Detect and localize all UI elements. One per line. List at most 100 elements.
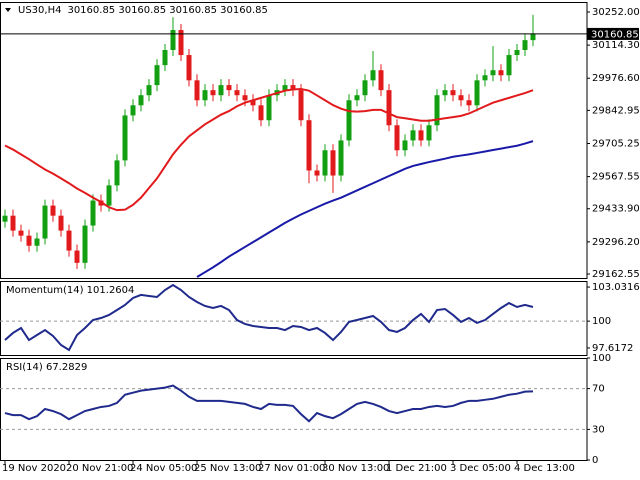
candle-body — [218, 85, 224, 96]
candle-body — [282, 85, 288, 91]
candle-body — [458, 95, 464, 101]
y-tick-label: 100 — [592, 353, 611, 364]
candle-body — [482, 75, 488, 81]
moving-average — [4, 87, 534, 212]
x-tick-label: 25 Nov 13:00 — [194, 463, 261, 474]
x-tick-label: 1 Dec 21:00 — [386, 463, 447, 474]
candle-body — [314, 170, 320, 176]
candle-body — [178, 30, 184, 56]
y-tick-label: 29162.55 — [592, 269, 640, 280]
candle-body — [498, 70, 504, 76]
candle-body — [18, 230, 24, 236]
panel-title: RSI(14) 67.2829 — [6, 362, 87, 373]
candle-body — [250, 100, 256, 106]
candle-body — [338, 140, 344, 176]
y-tick-label: 103.0316 — [592, 282, 640, 293]
indicator-line — [4, 283, 534, 352]
candle-body — [90, 200, 96, 226]
y-tick-label: 29842.95 — [592, 105, 640, 116]
candle-body — [530, 33, 536, 41]
candle-body — [138, 95, 144, 106]
x-tick-label: 27 Nov 01:00 — [258, 463, 325, 474]
candle-body — [506, 55, 512, 76]
candle-body — [386, 90, 392, 126]
candle-body — [106, 185, 112, 206]
candle-body — [2, 215, 8, 222]
candle-body — [418, 130, 424, 141]
y-tick-label: 29705.25 — [592, 138, 640, 149]
x-tick-label: 30 Nov 13:00 — [322, 463, 389, 474]
y-tick-label: 29567.55 — [592, 172, 640, 183]
candle-body — [354, 95, 360, 101]
y-tick-label: 97.6172 — [592, 343, 633, 354]
candle-body — [34, 238, 40, 246]
panel-frame — [0, 2, 588, 279]
candle-body — [226, 85, 232, 91]
candle-body — [514, 50, 520, 56]
candle-body — [234, 90, 240, 96]
candle-body — [394, 125, 400, 151]
candle-body — [450, 90, 456, 96]
candle-body — [346, 100, 352, 141]
candle-body — [322, 150, 328, 176]
candle-body — [50, 205, 56, 216]
x-tick-label: 4 Dec 13:00 — [514, 463, 575, 474]
y-tick-label: 100 — [592, 316, 611, 327]
y-tick-label: 30114.30 — [592, 40, 640, 51]
candle-body — [66, 230, 72, 251]
candle-body — [410, 130, 416, 141]
candle-body — [170, 30, 176, 50]
candle-body — [330, 150, 336, 176]
current-price-box — [587, 27, 639, 40]
chart-subtitle: 30160.85 30160.85 30160.85 30160.85 — [67, 5, 267, 16]
candle-body — [298, 90, 304, 121]
panel-title: Momentum(14) 101.2604 — [6, 285, 134, 296]
x-tick-label: 24 Nov 05:00 — [130, 463, 197, 474]
candle-body — [154, 65, 160, 86]
candle-body — [258, 105, 264, 121]
candle-body — [474, 80, 480, 106]
candle-body — [370, 70, 376, 81]
candle-body — [402, 140, 408, 151]
y-tick-label: 29296.20 — [592, 237, 640, 248]
candle-body — [466, 100, 472, 106]
panel-frame — [0, 281, 588, 356]
candle-body — [162, 50, 168, 66]
candle-body — [210, 90, 216, 96]
panel-frame — [0, 358, 588, 461]
candle-body — [306, 120, 312, 171]
y-tick-label: 29433.90 — [592, 204, 640, 215]
candle-body — [242, 95, 248, 101]
current-price-label: 30160.85 — [591, 29, 639, 40]
candle-body — [82, 225, 88, 263]
candle-body — [442, 90, 448, 96]
y-tick-label: 30252.00 — [592, 7, 640, 18]
candle-body — [266, 95, 272, 121]
candle-body — [130, 105, 136, 116]
candle-body — [74, 250, 80, 263]
candle-body — [194, 80, 200, 101]
candle-body — [202, 90, 208, 101]
candle-body — [186, 55, 192, 81]
x-tick-label: 20 Nov 21:00 — [66, 463, 133, 474]
chart-title: US30,H4 — [18, 5, 61, 16]
y-tick-label: 29976.60 — [592, 73, 640, 84]
x-tick-label: 3 Dec 05:00 — [450, 463, 511, 474]
candle-body — [26, 235, 32, 246]
candle-body — [490, 70, 496, 76]
y-tick-label: 30 — [592, 424, 605, 435]
candle-body — [426, 125, 432, 141]
candle-body — [290, 85, 296, 91]
candle-body — [522, 40, 528, 50]
candle-body — [42, 205, 48, 239]
candle-body — [122, 115, 128, 161]
candle-body — [378, 70, 384, 91]
candle-body — [58, 215, 64, 231]
candle-body — [362, 80, 368, 96]
x-tick-label: 19 Nov 2020 — [2, 463, 66, 474]
candle-body — [10, 215, 16, 231]
candle-body — [114, 160, 120, 186]
